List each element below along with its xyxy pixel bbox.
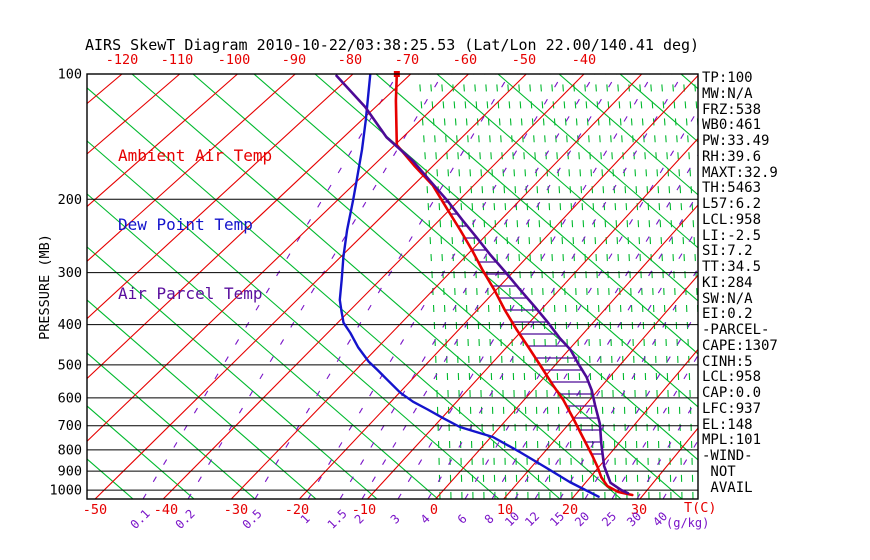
mixing-ratio-tick: 1.5 [325, 507, 350, 532]
pressure-tick: 100 [58, 67, 82, 83]
pressure-tick: 400 [58, 317, 82, 333]
top-temp-tick: -50 [512, 52, 536, 68]
bottom-temp-tick: -50 [83, 502, 107, 518]
bottom-temp-tick: -20 [285, 502, 309, 518]
bottom-temp-tick: 20 [562, 502, 578, 518]
stat-line: PW:33.49 [702, 133, 770, 149]
pressure-tick: 900 [58, 464, 82, 480]
parcel-curve [335, 74, 630, 495]
top-temp-tick: -80 [338, 52, 362, 68]
bottom-temp-tick: 30 [631, 502, 647, 518]
bottom-temp-axis-labels: -50 -40 -30 -20 -10 0 10 20 30 T(C) [83, 500, 717, 518]
mixing-ratio-tick: 3 [388, 512, 403, 527]
stat-line: KI:284 [702, 274, 753, 291]
pressure-tick: 300 [58, 265, 82, 281]
stat-line: EL:148 [702, 416, 753, 433]
mixing-ratio-tick: 25 [599, 509, 619, 529]
bottom-temp-tick: -10 [352, 502, 376, 518]
stat-line: WB0:461 [702, 117, 762, 134]
plot-border [86, 73, 699, 500]
bottom-temp-tick: -30 [224, 502, 248, 518]
legend-air-parcel: Air Parcel Temp [118, 284, 263, 303]
stat-line: RH:39.6 [702, 148, 762, 165]
top-temp-tick: -40 [572, 52, 596, 68]
top-temp-tick: -120 [106, 52, 139, 68]
pressure-tick: 700 [58, 418, 82, 434]
stat-line: LI:-2.5 [702, 227, 762, 244]
bottom-temp-tick: 0 [430, 502, 438, 518]
mixing-ratio-tick: 0.1 [128, 507, 153, 532]
top-temp-tick: -100 [218, 52, 251, 68]
stat-line: SI:7.2 [702, 243, 753, 260]
pressure-axis-labels: 100 200 300 400 500 600 700 800 900 1000 PRESSURE … [37, 67, 82, 499]
stat-line: SW:N/A [702, 290, 753, 307]
legend-dew-point: Dew Point Temp [118, 215, 253, 234]
stat-line: LCL:958 [702, 211, 762, 228]
stat-line: TT:34.5 [702, 259, 762, 275]
stat-line: TH:5463 [702, 180, 762, 197]
mixing-ratio-tick: 12 [522, 509, 542, 529]
pressure-tick: 500 [58, 357, 82, 373]
pressure-tick: 800 [58, 442, 82, 458]
dewpoint-curve [338, 74, 600, 498]
sounding-stats-panel: TP:100 MW:N/A FRZ:538 WB0:461 PW:33.49 RH:39.… [702, 70, 778, 496]
top-temp-tick: -90 [282, 52, 306, 68]
stat-line: -WIND- [702, 448, 753, 464]
pressure-axis-title: PRESSURE (MB) [37, 234, 53, 340]
stat-line: -PARCEL- [702, 322, 770, 338]
stat-line: AVAIL [702, 479, 753, 496]
temp-unit-label: T(C) [684, 500, 717, 516]
stat-line: L57:6.2 [702, 196, 762, 212]
stat-line: LCL:958 [702, 369, 762, 386]
pressure-tick: 200 [58, 192, 82, 208]
stat-line: NOT [702, 463, 736, 480]
stat-line: MAXT:32.9 [702, 164, 778, 181]
stat-line: MPL:101 [702, 432, 762, 449]
stat-line: TP:100 [702, 70, 753, 86]
top-temp-tick: -110 [161, 52, 194, 68]
stat-line: CAP:0.0 [702, 385, 762, 401]
page-title: AIRS SkewT Diagram 2010-10-22/03:38:25.5… [85, 36, 700, 54]
mixing-ratio-axis-labels: 0.1 0.2 0.5 1 1.5 2 3 4 6 8 10 12 15 20 25 30 40(g/kg) [128, 507, 710, 532]
pressure-tick: 1000 [49, 483, 82, 499]
mixing-ratio-tick: 8 [482, 512, 497, 527]
top-temp-tick: -60 [453, 52, 477, 68]
stat-line: EI:0.2 [702, 306, 753, 323]
stat-line: MW:N/A [702, 85, 753, 102]
curve-legend: Ambient Air Temp Dew Point Temp Air Parc… [118, 98, 272, 351]
legend-ambient-temp: Ambient Air Temp [118, 146, 273, 165]
bottom-temp-tick: 10 [497, 502, 513, 518]
top-temp-axis-labels: -120 -110 -100 -90 -80 -70 -60 -50 -40 [106, 52, 596, 68]
cape-hatch [414, 165, 603, 455]
stat-line: FRZ:538 [702, 101, 762, 118]
pressure-gridlines [87, 74, 698, 491]
top-temp-tick: -70 [395, 52, 419, 68]
mixing-ratio-lines [142, 74, 698, 499]
mixing-ratio-tick: 6 [455, 512, 470, 527]
stat-line: LFC:937 [702, 400, 762, 417]
bottom-temp-tick: -40 [154, 502, 178, 518]
pressure-tick: 600 [58, 390, 82, 406]
mixing-unit-label: (g/kg) [666, 516, 709, 530]
stat-line: CINH:5 [702, 353, 753, 370]
stat-line: CAPE:1307 [702, 337, 778, 354]
